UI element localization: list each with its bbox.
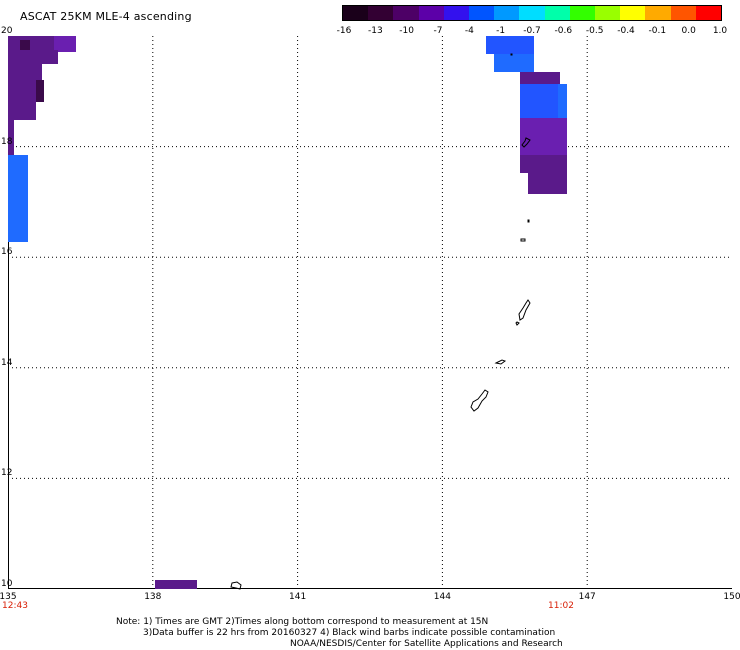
latitude-tick-label: 20 [1, 26, 13, 36]
anatahan-outline [520, 238, 526, 242]
colorbar [342, 5, 722, 21]
gridlines [8, 36, 732, 589]
swath-cell [54, 36, 76, 52]
start-time-label: 12:43 [2, 601, 28, 611]
colorbar-segment [368, 6, 394, 20]
colorbar-segment [620, 6, 646, 20]
swath-cell [494, 54, 534, 72]
colorbar-segment [519, 6, 545, 20]
swath-cell [36, 80, 44, 102]
sarigan-outline [527, 219, 530, 223]
colorbar-tick-label: -10 [399, 26, 415, 36]
swath-cell [520, 155, 567, 173]
colorbar-segment [695, 6, 722, 20]
latitude-tick-label: 12 [1, 468, 13, 479]
swath-cell [8, 100, 36, 120]
colorbar-segment [544, 6, 570, 20]
product-title: ASCAT 25KM MLE-4 ascending [20, 10, 192, 23]
swath-cell [520, 118, 567, 158]
swath-cell [520, 72, 560, 86]
colorbar-tick-label: -0.7 [523, 26, 541, 36]
swath-cell [528, 172, 567, 194]
island-outlines [230, 53, 531, 590]
pagan-outline [521, 137, 531, 148]
colorbar-segment [343, 6, 369, 20]
colorbar-tick-label: 0.0 [681, 26, 696, 36]
saipan-outline [518, 299, 531, 321]
colorbar-tick-label: -0.4 [617, 26, 635, 36]
swath-cell [8, 62, 42, 82]
swath-cell [8, 200, 28, 242]
swath-cell [8, 155, 28, 205]
longitude-tick-label: 150 [723, 592, 740, 602]
swath-cell [155, 580, 197, 589]
colorbar-segment [418, 6, 444, 20]
colorbar-tick-label: -0.5 [585, 26, 604, 36]
latitude-tick-label: 10 [1, 579, 13, 589]
longitude-tick-label: 138 [144, 592, 162, 602]
colorbar-tick-label: -0.6 [554, 26, 573, 36]
colorbar-tick-label: -16 [336, 26, 352, 36]
longitude-tick-label: 141 [289, 592, 307, 602]
map-frame [8, 36, 732, 589]
note-line-1: Note: 1) Times are GMT 2)Times along bot… [116, 617, 489, 627]
end-time-label: 11:02 [548, 601, 574, 611]
colorbar-labels: -16 -13 -10 -7 -4 -1 -0.7 -0.6 -0.5 -0.4 -0.1 0.0 1.… [0, 0, 740, 40]
colorbar-segment [595, 6, 621, 20]
colorbar-segment [469, 6, 495, 20]
yap-outline [230, 581, 242, 590]
colorbar-segment [393, 6, 419, 20]
swath-cell [8, 50, 58, 64]
swath-cell [20, 40, 30, 50]
colorbar-tick-label: -7 [433, 26, 443, 36]
maug-outline [510, 53, 513, 56]
colorbar-tick-label: -13 [367, 26, 383, 36]
note-line-2: 3)Data buffer is 22 hrs from 20160327 4)… [143, 628, 556, 638]
latitude-tick-label: 14 [1, 357, 13, 368]
longitude-tick-label: 135 [0, 592, 17, 602]
latitude-tick-label: 18 [1, 136, 13, 147]
colorbar-segment [494, 6, 520, 20]
longitude-tick-label: 147 [578, 592, 596, 602]
note-line-3: NOAA/NESDIS/Center for Satellite Applica… [290, 639, 563, 649]
colorbar-segment [645, 6, 671, 20]
swath-cell [8, 80, 44, 102]
guam-outline [470, 389, 489, 412]
swath-cell [486, 36, 534, 54]
colorbar-tick-label: -1 [496, 26, 506, 36]
colorbar-segment [443, 6, 470, 20]
swath-cell [558, 84, 567, 118]
latitude-tick-label: 16 [1, 247, 13, 258]
swath-cell [8, 118, 14, 158]
tinian-outline [515, 321, 520, 326]
rota-outline [494, 359, 507, 365]
longitude-tick-label: 144 [433, 592, 451, 602]
swath-data [8, 36, 567, 589]
colorbar-segment [569, 6, 596, 20]
colorbar-tick-label: -0.1 [648, 26, 667, 36]
colorbar-tick-label: -4 [464, 26, 474, 36]
colorbar-tick-label: 1.0 [712, 26, 728, 36]
colorbar-segment [670, 6, 696, 20]
